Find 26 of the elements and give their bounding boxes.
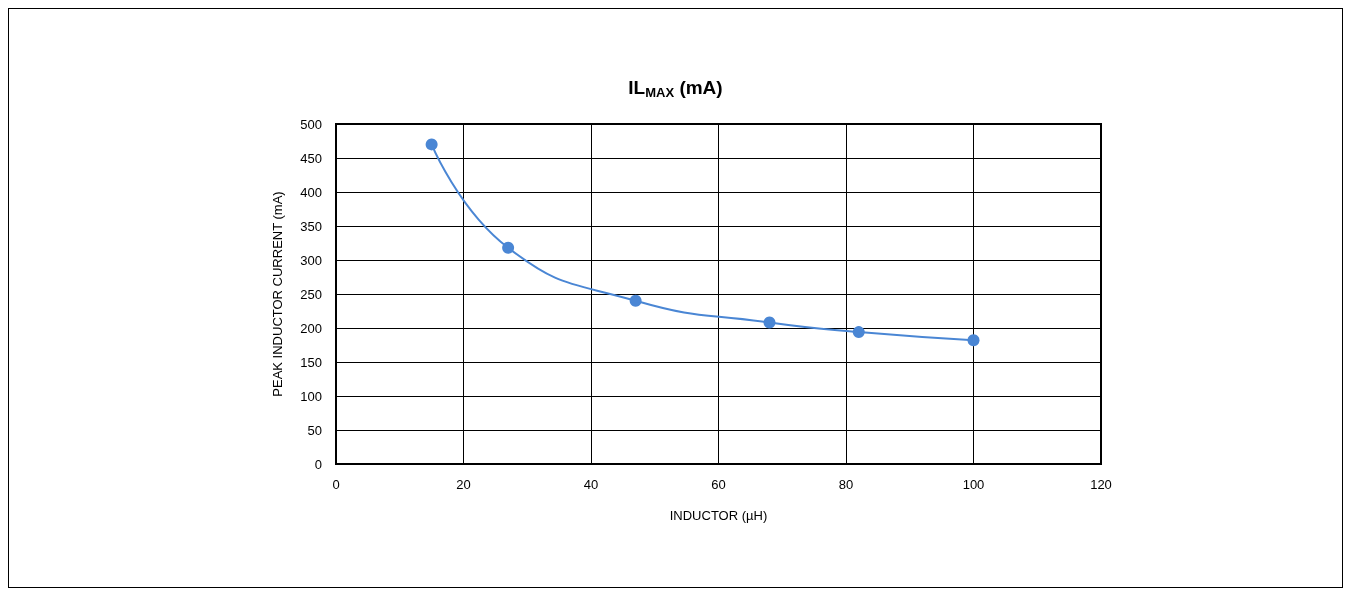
y-tick-label: 450	[300, 150, 322, 166]
y-tick-label: 0	[314, 456, 322, 472]
x-tick-label: 20	[456, 477, 471, 492]
point	[425, 138, 438, 151]
y-tick-label: 500	[300, 116, 322, 132]
y-tick-label: 150	[300, 354, 322, 370]
x-tick-label: 100	[962, 477, 985, 492]
point	[967, 334, 980, 347]
x-tick-label: 120	[1090, 477, 1112, 492]
point	[629, 294, 642, 307]
point	[502, 241, 515, 254]
y-axis-title: PEAK INDUCTOR CURRENT (mA)	[270, 191, 285, 397]
x-tick-label: 60	[711, 477, 726, 492]
x-tick-label: 40	[583, 477, 599, 492]
point	[852, 326, 865, 339]
point	[763, 316, 776, 329]
x-axis-title: INDUCTOR (µH)	[669, 508, 768, 523]
x-tick-label: 80	[838, 477, 854, 492]
y-tick-label: 350	[300, 218, 322, 234]
y-tick-label: 50	[307, 422, 322, 438]
y-tick-label: 300	[300, 252, 322, 268]
y-tick-label: 250	[300, 286, 322, 302]
x-tick-label: 0	[332, 477, 340, 492]
y-tick-label: 200	[300, 320, 322, 336]
y-tick-label: 100	[300, 388, 322, 404]
y-tick-label: 400	[300, 184, 322, 200]
